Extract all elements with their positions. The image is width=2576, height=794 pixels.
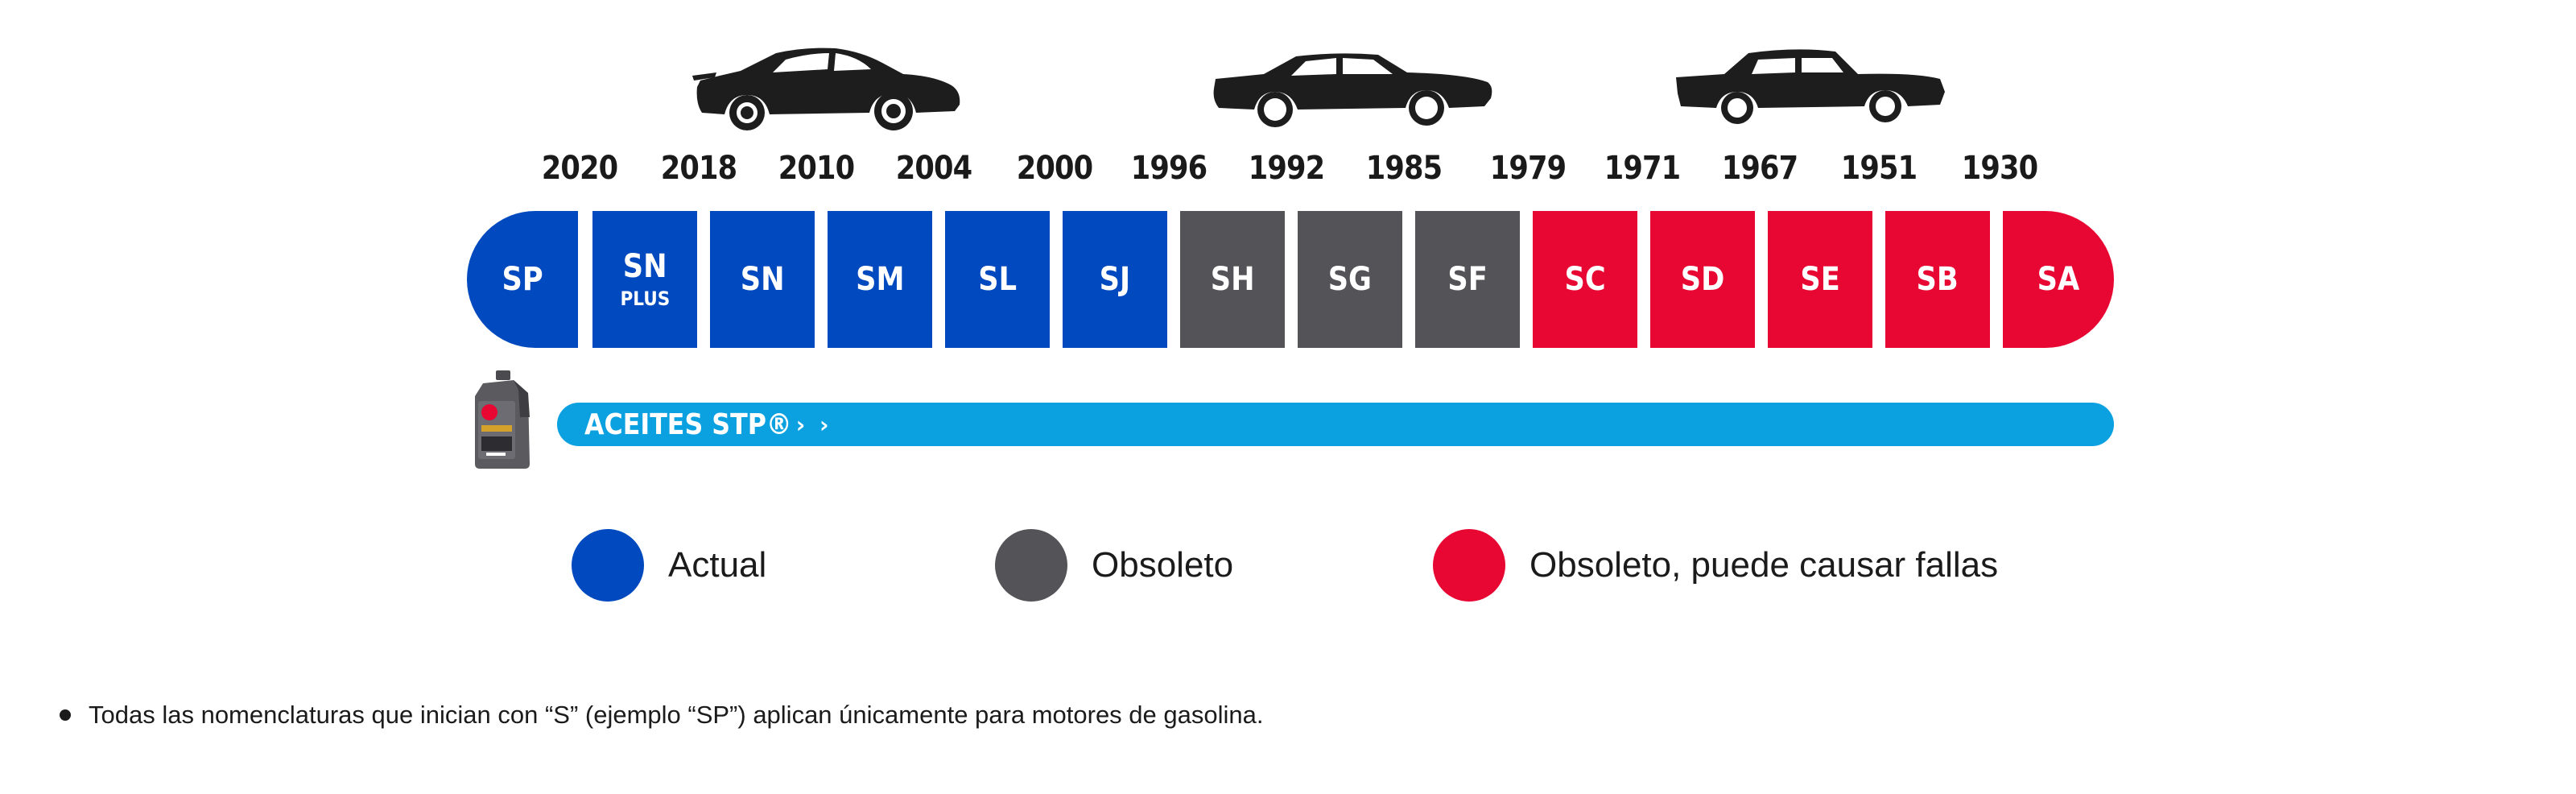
category-block-sp: SP (467, 211, 578, 348)
year-row: 2020 2018 2010 2004 2000 1996 1992 1985 … (0, 150, 2576, 206)
category-code: SH (1210, 261, 1255, 298)
category-code: SA (2037, 261, 2080, 298)
api-category-timeline: SP SN PLUS SN SM SL SJ SH SG SF SC SD SE… (0, 211, 2576, 348)
category-block-sn-plus: SN PLUS (592, 211, 697, 348)
legend-item-harmful: Obsoleto, puede causar fallas (1433, 528, 1998, 602)
legend-item-current: Actual (572, 528, 766, 602)
oil-bottle-icon (472, 369, 536, 470)
category-block-sc: SC (1533, 211, 1637, 348)
year-label: 1996 (1130, 150, 1208, 187)
category-block-sf: SF (1415, 211, 1520, 348)
category-code: SG (1327, 261, 1373, 298)
footnote-text: Todas las nomenclaturas que inician con … (89, 701, 1264, 729)
legend-item-obsolete: Obsoleto (995, 528, 1233, 602)
category-block-sh: SH (1180, 211, 1285, 348)
category-code: SD (1680, 261, 1725, 298)
year-label: 2000 (1016, 150, 1093, 187)
year-label: 1967 (1721, 150, 1798, 187)
year-label: 1979 (1489, 150, 1567, 187)
legend-dot-blue (572, 529, 644, 602)
category-code: SJ (1099, 261, 1131, 298)
category-code: SN (740, 261, 785, 298)
category-code: SE (1800, 261, 1840, 298)
category-code: SL (978, 261, 1017, 298)
legend-label: Obsoleto (1092, 545, 1234, 585)
year-label: 1930 (1961, 150, 2038, 187)
legend-label: Obsoleto, puede causar fallas (1530, 545, 1999, 585)
category-subtitle: PLUS (620, 287, 670, 310)
year-label: 2004 (895, 150, 972, 187)
footnote: Todas las nomenclaturas que inician con … (60, 701, 1263, 730)
stp-oils-label: ACEITES STP® (584, 407, 792, 441)
category-block-sl: SL (945, 211, 1050, 348)
category-block-sj: SJ (1063, 211, 1167, 348)
category-block-sm: SM (828, 211, 932, 348)
bullet-icon (60, 709, 71, 721)
category-block-sa: SA (2003, 211, 2114, 348)
retro-car-icon (1208, 40, 1497, 137)
legend-label: Actual (668, 545, 767, 585)
classic-car-icon (1674, 40, 1948, 137)
year-label: 1951 (1840, 150, 1918, 187)
category-code: SM (855, 261, 905, 298)
legend-dot-gray (995, 529, 1067, 602)
category-code: SN (622, 248, 667, 285)
year-label: 2010 (778, 150, 855, 187)
modern-car-icon (692, 40, 966, 137)
category-code: SP (502, 261, 543, 298)
category-block-sb: SB (1885, 211, 1990, 348)
category-block-sn: SN (710, 211, 815, 348)
year-label: 2018 (660, 150, 737, 187)
category-code: SB (1916, 261, 1959, 298)
stp-oils-coverage-bar: ACEITES STP® › › (557, 403, 2114, 446)
category-code: SC (1564, 261, 1606, 298)
year-label: 1985 (1365, 150, 1443, 187)
legend-dot-red (1433, 529, 1505, 602)
category-code: SF (1447, 261, 1488, 298)
category-block-se: SE (1768, 211, 1872, 348)
year-label: 1971 (1604, 150, 1681, 187)
year-label: 1992 (1248, 150, 1325, 187)
double-chevron-right-icon: › › (795, 411, 832, 438)
category-block-sd: SD (1650, 211, 1755, 348)
year-label: 2020 (541, 150, 618, 187)
category-block-sg: SG (1298, 211, 1402, 348)
